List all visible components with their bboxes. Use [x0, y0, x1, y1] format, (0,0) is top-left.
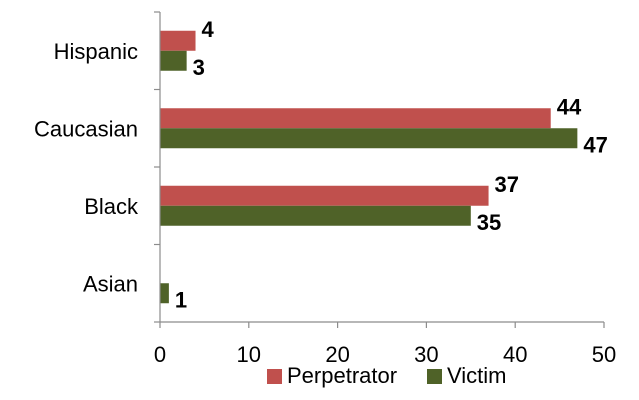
axes-layer [159, 12, 604, 323]
bar-victim-asian [160, 283, 169, 304]
x-tick-label: 30 [414, 342, 438, 367]
bar-perpetrator-hispanic [160, 30, 196, 51]
data-label-perpetrator-hispanic: 4 [202, 17, 215, 42]
legend-swatch-perpetrator [267, 369, 282, 384]
category-label-asian: Asian [83, 271, 138, 296]
x-tick-label: 0 [154, 342, 166, 367]
legend-label-victim: Victim [447, 363, 507, 388]
x-tick-label: 10 [237, 342, 261, 367]
data-label-victim-hispanic: 3 [193, 55, 205, 80]
ticks-layer [154, 11, 605, 328]
legend: Perpetrator Victim [267, 363, 507, 388]
category-label-caucasian: Caucasian [34, 116, 138, 141]
legend-label-perpetrator: Perpetrator [287, 363, 397, 388]
bar-perpetrator-black [160, 185, 489, 206]
category-label-black: Black [84, 194, 139, 219]
legend-swatch-victim [427, 369, 442, 384]
data-label-perpetrator-caucasian: 44 [557, 94, 582, 119]
bar-victim-black [160, 205, 471, 226]
category-label-hispanic: Hispanic [54, 39, 138, 64]
data-label-victim-black: 35 [477, 210, 501, 235]
bar-victim-hispanic [160, 50, 187, 71]
bars-layer [160, 30, 578, 304]
bar-victim-caucasian [160, 128, 578, 149]
bar-perpetrator-caucasian [160, 108, 551, 129]
data-label-victim-asian: 1 [175, 287, 187, 312]
x-tick-label: 40 [503, 342, 527, 367]
x-tick-label: 50 [592, 342, 616, 367]
data-label-perpetrator-black: 37 [495, 172, 519, 197]
x-tick-label: 20 [325, 342, 349, 367]
labels-layer: 0 10 20 30 40 50HispanicCaucasianBlackAsian44… [34, 17, 616, 367]
data-label-victim-caucasian: 47 [583, 132, 607, 157]
